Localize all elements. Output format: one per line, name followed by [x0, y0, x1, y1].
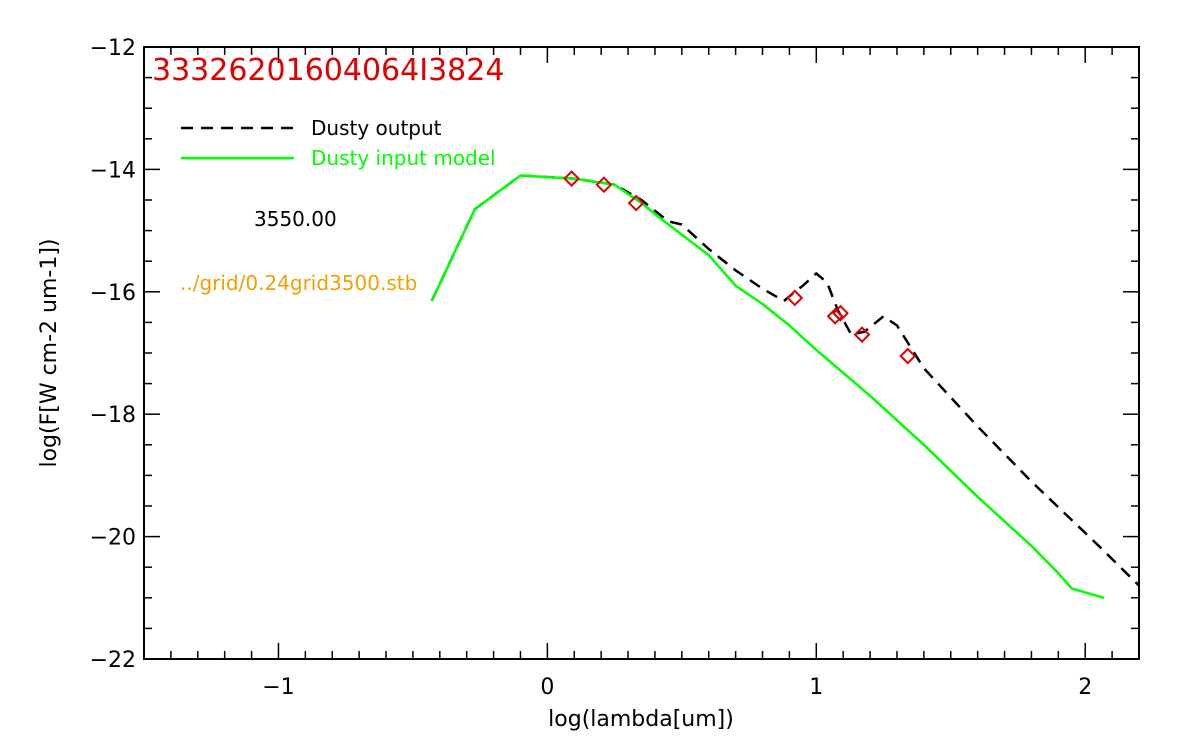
- y-tick-label: −18: [90, 403, 136, 428]
- x-tick-label: 1: [809, 675, 823, 700]
- y-tick-label: −22: [90, 648, 136, 673]
- temperature-label: 3550.00: [254, 207, 337, 231]
- tick-labels: −1 0 1 2 −12 −14 −16 −18 −20 −22: [90, 36, 1093, 700]
- dusty-output-line: [430, 174, 1140, 587]
- photometry-point: [832, 304, 849, 322]
- x-tick-label: 0: [540, 675, 554, 700]
- grid-file-label: ../grid/0.24grid3500.stb: [180, 271, 417, 295]
- y-tick-label: −20: [90, 526, 136, 551]
- y-axis-title: log(F[W cm-2 um-1]): [37, 238, 62, 467]
- legend-label-dusty-input: Dusty input model: [311, 146, 496, 170]
- y-tick-label: −12: [90, 36, 136, 61]
- photometry-point: [826, 307, 844, 325]
- x-axis-title: log(lambda[um]): [548, 707, 734, 732]
- photometry-points: [563, 170, 917, 365]
- y-tick-label: −14: [90, 158, 136, 183]
- legend: Dusty output Dusty input model: [181, 116, 496, 170]
- photometry-point: [853, 326, 871, 344]
- photometry-point: [786, 289, 804, 307]
- photometry-point: [627, 194, 645, 212]
- y-tick-label: −16: [90, 281, 136, 306]
- tick-marks: [143, 46, 1140, 660]
- photometry-point: [899, 347, 917, 365]
- photometry-point: [563, 170, 580, 187]
- x-tick-label: −1: [262, 675, 294, 700]
- photometry-point: [595, 176, 613, 194]
- legend-label-dusty-output: Dusty output: [311, 116, 442, 140]
- plot-frame: [143, 46, 1140, 660]
- series-lines: [430, 174, 1140, 600]
- x-tick-label: 2: [1078, 675, 1092, 700]
- plot-id-label: 33326201604064I3824: [152, 53, 504, 88]
- dusty-input-model-line: [430, 174, 1105, 600]
